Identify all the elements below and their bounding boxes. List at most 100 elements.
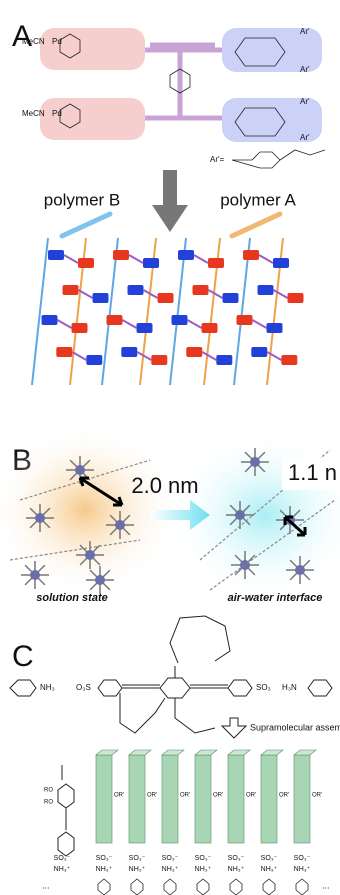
aryl-definition: Ar'= (210, 155, 225, 164)
substituent: RO (44, 800, 53, 806)
polymer-rod (32, 238, 48, 385)
panel-label: C (12, 640, 34, 673)
ellipsis: ... (322, 880, 330, 890)
distance: 2.0 nm (131, 473, 198, 498)
ion-label: SO₃⁻ (54, 855, 71, 862)
lattice (32, 238, 304, 385)
block (237, 315, 253, 325)
structure (58, 765, 74, 856)
ion-label: NH₃⁺ (96, 866, 113, 873)
column-top (129, 750, 151, 755)
ion-label: SO₃⁻ (129, 855, 146, 862)
block (78, 258, 94, 268)
block (216, 355, 232, 365)
block (243, 250, 259, 260)
block (42, 315, 58, 325)
substituent: OR' (312, 793, 322, 799)
group: SO₃ (256, 683, 271, 692)
core (235, 510, 245, 520)
column-top (261, 750, 283, 755)
block (158, 293, 174, 303)
group: O₃S (76, 683, 91, 692)
ion-label: SO₃⁻ (162, 855, 179, 862)
block (172, 315, 188, 325)
polymer-label: polymer A (220, 190, 296, 209)
core (75, 465, 85, 475)
aryl: Ar' (300, 65, 310, 74)
block (223, 293, 239, 303)
polymer-b-rod (62, 214, 110, 236)
arrow (152, 170, 188, 232)
block (63, 285, 79, 295)
ion-label: SO₃⁻ (261, 855, 278, 862)
substituent: OR' (147, 793, 157, 799)
aryl: Ar' (300, 133, 310, 142)
block (151, 355, 167, 365)
polymer-rod (234, 238, 250, 385)
column (261, 755, 277, 843)
core (240, 560, 250, 570)
block (107, 315, 123, 325)
solvent: MeCN (22, 37, 45, 46)
ion-label: SO₃⁻ (195, 855, 212, 862)
core (115, 520, 125, 530)
benzene (296, 879, 308, 895)
benzene (164, 879, 176, 895)
core (35, 513, 45, 523)
pd-block (40, 98, 145, 140)
block (113, 250, 129, 260)
column (129, 755, 145, 843)
column (228, 755, 244, 843)
benzene (230, 879, 242, 895)
column (162, 755, 178, 843)
core (85, 550, 95, 560)
linker (209, 290, 223, 298)
block (288, 293, 304, 303)
linker (202, 352, 216, 360)
benzene (197, 879, 209, 895)
column (294, 755, 310, 843)
aryl: Ar' (300, 97, 310, 106)
linker (58, 320, 72, 328)
column-top (195, 750, 217, 755)
ion-label: SO₃⁻ (228, 855, 245, 862)
block (178, 250, 194, 260)
figure: A MeCN Pd MeCN Pd Ar' Ar' Ar' Ar' Ar'= p… (0, 0, 340, 895)
substituent: OR' (246, 793, 256, 799)
linker (129, 255, 143, 263)
linker (64, 255, 78, 263)
substituent: OR' (180, 793, 190, 799)
core (30, 570, 40, 580)
solvent: MeCN (22, 109, 45, 118)
ion-label: NH₃⁺ (129, 866, 146, 873)
group: H₃N (282, 683, 297, 692)
linker (253, 320, 267, 328)
column-top (96, 750, 118, 755)
caption: air-water interface (228, 592, 323, 604)
block (273, 258, 289, 268)
block (137, 323, 153, 333)
benzene (263, 879, 275, 895)
polymer-label: polymer B (44, 190, 121, 209)
column (96, 755, 112, 843)
block (56, 347, 72, 357)
block (48, 250, 64, 260)
block (258, 285, 274, 295)
linker (194, 255, 208, 263)
core (250, 457, 260, 467)
benzene (98, 879, 110, 895)
column-top (294, 750, 316, 755)
block (208, 258, 224, 268)
ion-label: NH₃⁺ (294, 866, 311, 873)
structure (232, 150, 325, 168)
block (202, 323, 218, 333)
block (251, 347, 267, 357)
aryl: Ar' (300, 27, 310, 36)
benzene (131, 879, 143, 895)
core (295, 565, 305, 575)
ion-label: NH₃⁺ (162, 866, 179, 873)
substituent: OR' (279, 793, 289, 799)
metal: Pd (52, 109, 62, 118)
distance: 1.1 n (288, 460, 337, 485)
column-top (162, 750, 184, 755)
